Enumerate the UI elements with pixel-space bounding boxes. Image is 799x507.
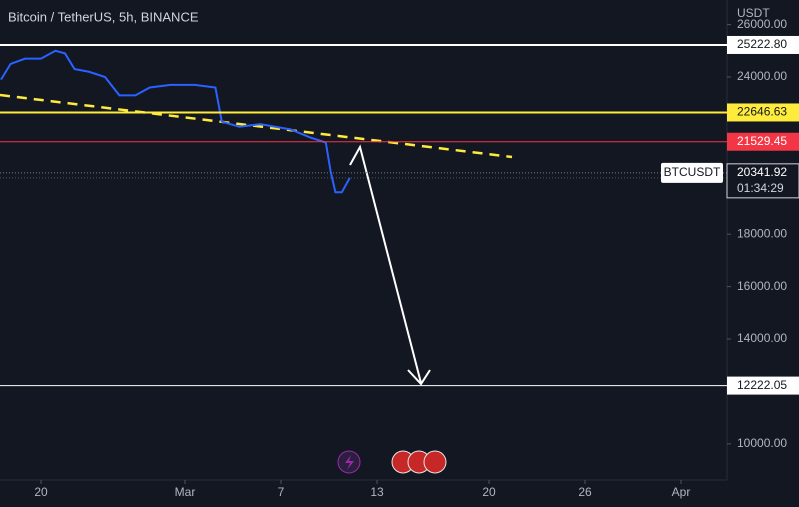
y-tick-label: 26000.00	[737, 17, 787, 31]
y-tick-label: 14000.00	[737, 331, 787, 345]
y-tick-label: 24000.00	[737, 69, 787, 83]
price-badge-label: 25222.80	[737, 37, 787, 51]
chart-title: Bitcoin / TetherUS, 5h, BINANCE	[8, 9, 199, 24]
price-badge	[727, 103, 799, 122]
y-tick-label: 18000.00	[737, 226, 787, 240]
price-badge	[727, 35, 799, 54]
x-tick-label: 20	[34, 485, 48, 499]
x-tick-label: Mar	[175, 485, 196, 499]
price-badge-label: 12222.05	[737, 378, 787, 392]
flag-icon[interactable]	[423, 450, 447, 474]
price-badge	[727, 376, 799, 395]
symbol-label: BTCUSDT	[664, 165, 721, 179]
price-badge-label: 22646.63	[737, 105, 787, 119]
x-tick-label: 26	[578, 485, 592, 499]
current-price-label: 20341.92	[737, 165, 787, 179]
arrow	[349, 144, 422, 384]
x-tick-label: 7	[278, 485, 285, 499]
y-tick-label: 10000.00	[737, 436, 787, 450]
x-tick-label: 13	[370, 485, 384, 499]
trend-line	[0, 93, 513, 159]
price-line	[0, 49, 351, 194]
countdown: 01:34:29	[737, 181, 784, 195]
y-tick-label: 16000.00	[737, 279, 787, 293]
symbol-badge	[661, 162, 723, 183]
price-badge	[727, 132, 799, 151]
axis-unit: USDT	[737, 6, 770, 20]
x-tick-label: Apr	[672, 485, 691, 499]
lightning	[345, 455, 354, 470]
x-tick-label: 20	[482, 485, 496, 499]
arrow-head	[407, 369, 431, 386]
price-badge-label: 21529.45	[737, 134, 787, 148]
current-price-badge	[726, 163, 799, 199]
